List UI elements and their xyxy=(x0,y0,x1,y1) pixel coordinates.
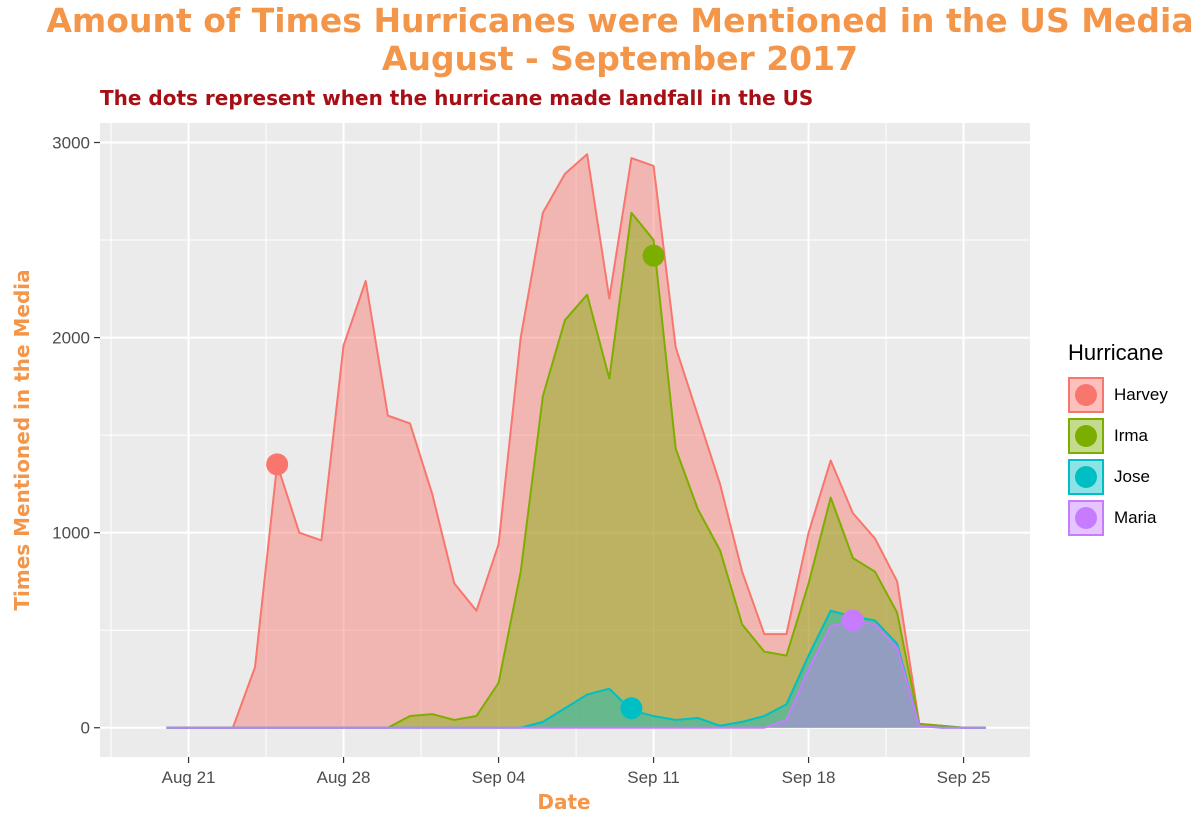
y-tick-label: 0 xyxy=(81,719,90,738)
x-tick-label: Sep 25 xyxy=(937,768,991,787)
legend-dot-icon xyxy=(1075,383,1097,406)
y-tick-label: 3000 xyxy=(52,134,90,153)
x-tick-label: Sep 11 xyxy=(627,768,680,787)
legend-item-maria: Maria xyxy=(1068,497,1168,538)
x-tick-label: Sep 18 xyxy=(782,768,836,787)
area-harvey xyxy=(166,154,986,728)
landfall-point-maria xyxy=(841,609,864,632)
chart-title: Amount of Times Hurricanes were Mentione… xyxy=(0,2,1200,78)
legend-item-harvey: Harvey xyxy=(1068,374,1168,415)
area-jose xyxy=(166,610,986,728)
plot-panel xyxy=(100,123,1030,757)
legend-key xyxy=(1068,376,1104,413)
x-tick-label: Sep 04 xyxy=(472,768,526,787)
area-maria xyxy=(166,620,986,728)
legend-title: Hurricane xyxy=(1068,340,1164,365)
legend-key xyxy=(1068,417,1104,454)
x-tick-label: Aug 21 xyxy=(162,768,216,787)
legend-key xyxy=(1068,458,1104,495)
legend-item-irma: Irma xyxy=(1068,415,1168,456)
area-irma xyxy=(166,212,986,728)
legend-item-jose: Jose xyxy=(1068,456,1168,497)
legend-label: Jose xyxy=(1114,466,1150,486)
chart-title-line1: Amount of Times Hurricanes were Mentione… xyxy=(46,1,1194,40)
legend-label: Irma xyxy=(1114,425,1148,445)
chart-title-line2: August - September 2017 xyxy=(381,39,859,78)
x-tick-label: Aug 28 xyxy=(317,768,371,787)
legend-dot-icon xyxy=(1075,465,1097,488)
y-tick-label: 2000 xyxy=(52,329,90,348)
landfall-point-harvey xyxy=(266,453,289,476)
legend-key xyxy=(1068,499,1104,536)
legend-items: Harvey Irma Jose Maria xyxy=(1068,374,1168,538)
line-harvey xyxy=(166,153,986,729)
legend-dot-icon xyxy=(1075,506,1097,529)
legend-dot-icon xyxy=(1075,424,1097,447)
x-axis-label: Date xyxy=(537,790,591,814)
landfall-point-irma xyxy=(642,244,665,267)
legend: Hurricane Harvey Irma Jose Maria xyxy=(1068,340,1168,538)
chart-subtitle: The dots represent when the hurricane ma… xyxy=(100,86,814,110)
y-tick-label: 1000 xyxy=(52,524,90,543)
legend-label: Maria xyxy=(1114,507,1157,527)
landfall-point-jose xyxy=(620,697,643,720)
legend-label: Harvey xyxy=(1114,384,1168,404)
